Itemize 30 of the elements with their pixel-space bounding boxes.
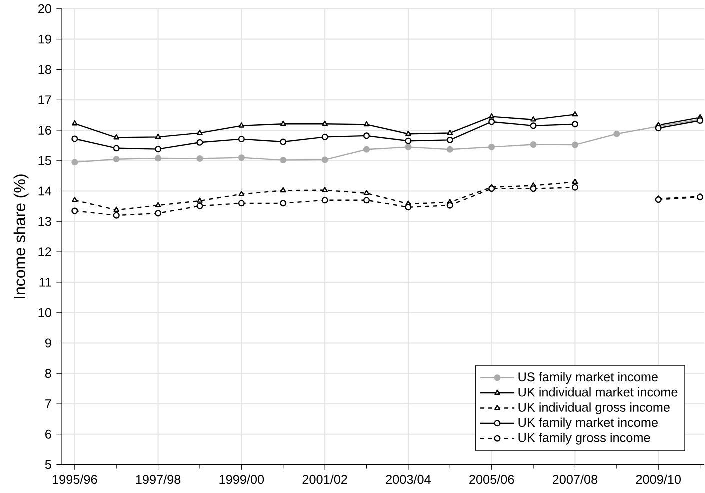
y-tick-label: 16	[38, 126, 52, 136]
legend-label: UK individual market income	[518, 388, 678, 397]
x-tick-label: 1997/98	[136, 474, 181, 484]
y-tick-label: 8	[45, 369, 52, 378]
legend-label: UK family market income	[518, 418, 658, 430]
x-tick-label: 2009/10	[636, 474, 681, 484]
y-tick-label: 18	[38, 65, 52, 74]
y-axis-title: Income share (%)	[14, 174, 29, 299]
y-tick-label: 20	[38, 4, 52, 14]
y-tick-label: 10	[38, 308, 52, 318]
legend-label: US family market income	[518, 372, 658, 384]
y-tick-label: 14	[38, 187, 52, 196]
y-tick-label: 12	[38, 248, 52, 257]
y-tick-label: 15	[38, 156, 52, 166]
y-tick-label: 13	[38, 217, 52, 226]
x-tick-label: 1999/00	[220, 474, 264, 484]
y-tick-label: 6	[46, 430, 52, 439]
y-tick-label: 19	[38, 34, 52, 44]
y-tick-label: 9	[45, 338, 52, 348]
x-tick-label: 2007/08	[552, 474, 598, 484]
x-tick-label: 2001/02	[302, 474, 348, 484]
x-tick-label: 1995/96	[52, 474, 98, 484]
y-tick-label: 5	[45, 460, 52, 470]
legend-label: UK individual gross income	[518, 402, 670, 415]
y-tick-label: 17	[38, 96, 52, 105]
y-tick-label: 11	[40, 278, 52, 287]
x-tick-label: 2005/06	[470, 474, 514, 484]
x-tick-label: 2003/04	[386, 474, 431, 484]
legend-label: UK family gross income	[518, 433, 650, 445]
y-tick-label: 7	[46, 400, 52, 408]
